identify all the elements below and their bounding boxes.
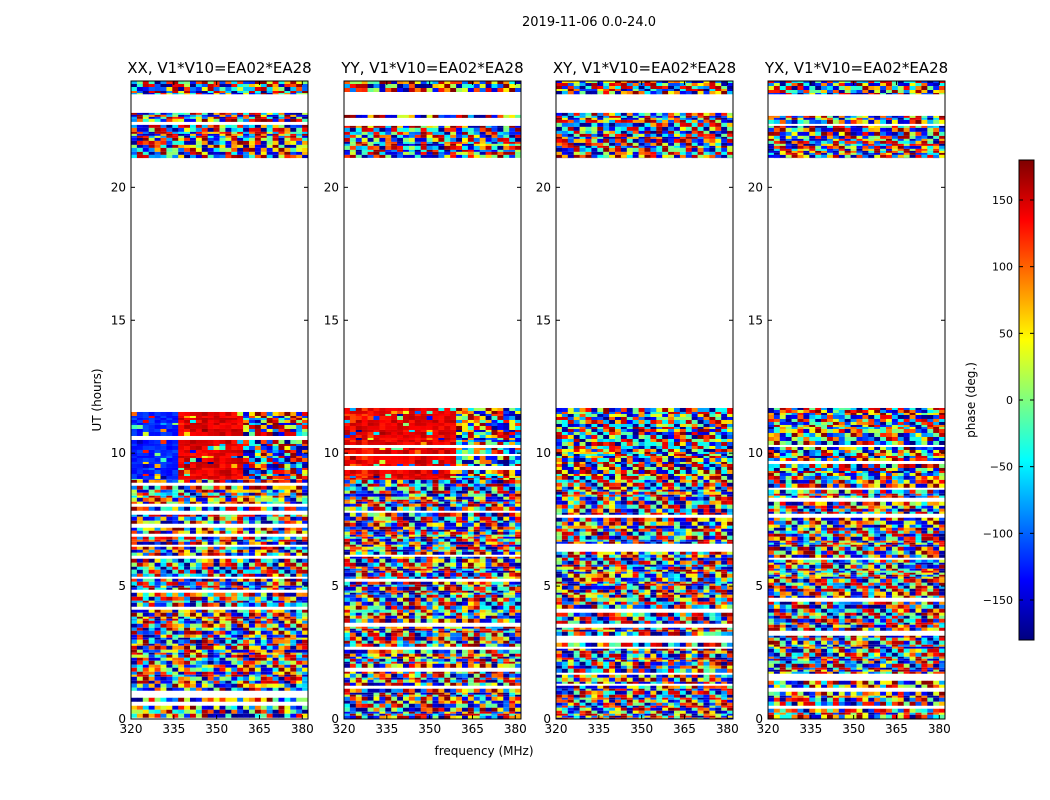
panel-title: YY, V1*V10=EA02*EA28 bbox=[340, 59, 523, 77]
x-tick-label: 365 bbox=[673, 722, 696, 736]
colorbar-tick-label: 150 bbox=[992, 194, 1013, 207]
y-tick-label: 10 bbox=[324, 446, 339, 460]
y-tick-label: 5 bbox=[755, 579, 763, 593]
heatmap-cells bbox=[344, 81, 522, 719]
heatmap-cells bbox=[556, 81, 734, 719]
x-tick-label: 350 bbox=[205, 722, 228, 736]
y-tick-label: 15 bbox=[536, 313, 551, 327]
y-tick-label: 20 bbox=[536, 180, 551, 194]
y-tick-label: 5 bbox=[331, 579, 339, 593]
colorbar-ticks: 150 100 50 0 −50 −100 −150 bbox=[983, 194, 1034, 607]
panel-title: YX, V1*V10=EA02*EA28 bbox=[764, 59, 948, 77]
x-tick-label: 335 bbox=[799, 722, 822, 736]
x-tick-label: 365 bbox=[248, 722, 271, 736]
y-tick-label: 15 bbox=[748, 313, 763, 327]
panel-yx: YX, V1*V10=EA02*EA28 320 335 350 365 380 0 5 10 1… bbox=[748, 59, 951, 736]
panel-frame bbox=[555, 80, 734, 720]
colorbar-tick-label: −100 bbox=[983, 527, 1013, 540]
panels-group: XX, V1*V10=EA02*EA28 320 335 350 365 380 0 5 10 1… bbox=[111, 59, 951, 736]
x-tick-label: 320 bbox=[757, 722, 780, 736]
x-tick-label: 350 bbox=[630, 722, 653, 736]
panel-yy: YY, V1*V10=EA02*EA28 320 335 350 365 380 0 5 10 1… bbox=[324, 59, 527, 736]
x-tick-label: 320 bbox=[545, 722, 568, 736]
colorbar-tick-label: 0 bbox=[1006, 394, 1013, 407]
y-tick-label: 15 bbox=[324, 313, 339, 327]
x-tick-label: 320 bbox=[120, 722, 143, 736]
y-tick-label: 0 bbox=[755, 712, 763, 726]
panel-xx: XX, V1*V10=EA02*EA28 320 335 350 365 380 0 5 10 1… bbox=[111, 59, 314, 736]
x-tick-label: 350 bbox=[418, 722, 441, 736]
y-tick-label: 5 bbox=[543, 579, 551, 593]
x-tick-label: 365 bbox=[461, 722, 484, 736]
x-tick-label: 350 bbox=[842, 722, 865, 736]
y-tick-label: 10 bbox=[111, 446, 126, 460]
x-tick-label: 335 bbox=[162, 722, 185, 736]
colorbar-label: phase (deg.) bbox=[964, 362, 978, 438]
colorbar-tick-label: 100 bbox=[992, 261, 1013, 274]
y-tick-label: 0 bbox=[543, 712, 551, 726]
panel-title: XY, V1*V10=EA02*EA28 bbox=[553, 59, 736, 77]
panel-frame bbox=[130, 80, 309, 720]
y-tick-label: 0 bbox=[331, 712, 339, 726]
colorbar-tick-label: 50 bbox=[999, 327, 1013, 340]
panel-title: XX, V1*V10=EA02*EA28 bbox=[127, 59, 311, 77]
colorbar-tick-label: −50 bbox=[990, 461, 1013, 474]
x-tick-label: 380 bbox=[291, 722, 314, 736]
y-tick-label: 15 bbox=[111, 313, 126, 327]
x-axis-label: frequency (MHz) bbox=[434, 744, 533, 758]
y-tick-label: 10 bbox=[748, 446, 763, 460]
y-tick-label: 20 bbox=[748, 180, 763, 194]
y-tick-label: 20 bbox=[324, 180, 339, 194]
x-tick-label: 335 bbox=[375, 722, 398, 736]
figure-title: 2019-11-06 0.0-24.0 bbox=[522, 15, 656, 30]
x-tick-label: 380 bbox=[504, 722, 527, 736]
y-tick-label: 5 bbox=[118, 579, 126, 593]
colorbar-tick-label: −150 bbox=[983, 594, 1013, 607]
panel-frame bbox=[767, 80, 946, 720]
x-tick-label: 365 bbox=[885, 722, 908, 736]
y-axis-label: UT (hours) bbox=[90, 368, 104, 431]
x-tick-label: 380 bbox=[928, 722, 951, 736]
y-tick-label: 10 bbox=[536, 446, 551, 460]
colorbar: 150 100 50 0 −50 −100 −150 phase (deg.) bbox=[964, 159, 1035, 641]
panel-frame bbox=[343, 80, 522, 720]
x-tick-label: 380 bbox=[716, 722, 739, 736]
y-tick-label: 20 bbox=[111, 180, 126, 194]
x-tick-label: 335 bbox=[587, 722, 610, 736]
heatmap-cells bbox=[768, 81, 946, 719]
x-tick-label: 320 bbox=[333, 722, 356, 736]
panel-xy: XY, V1*V10=EA02*EA28 320 335 350 365 380 0 5 10 1… bbox=[536, 59, 739, 736]
y-tick-label: 0 bbox=[118, 712, 126, 726]
heatmap-cells bbox=[131, 81, 309, 718]
